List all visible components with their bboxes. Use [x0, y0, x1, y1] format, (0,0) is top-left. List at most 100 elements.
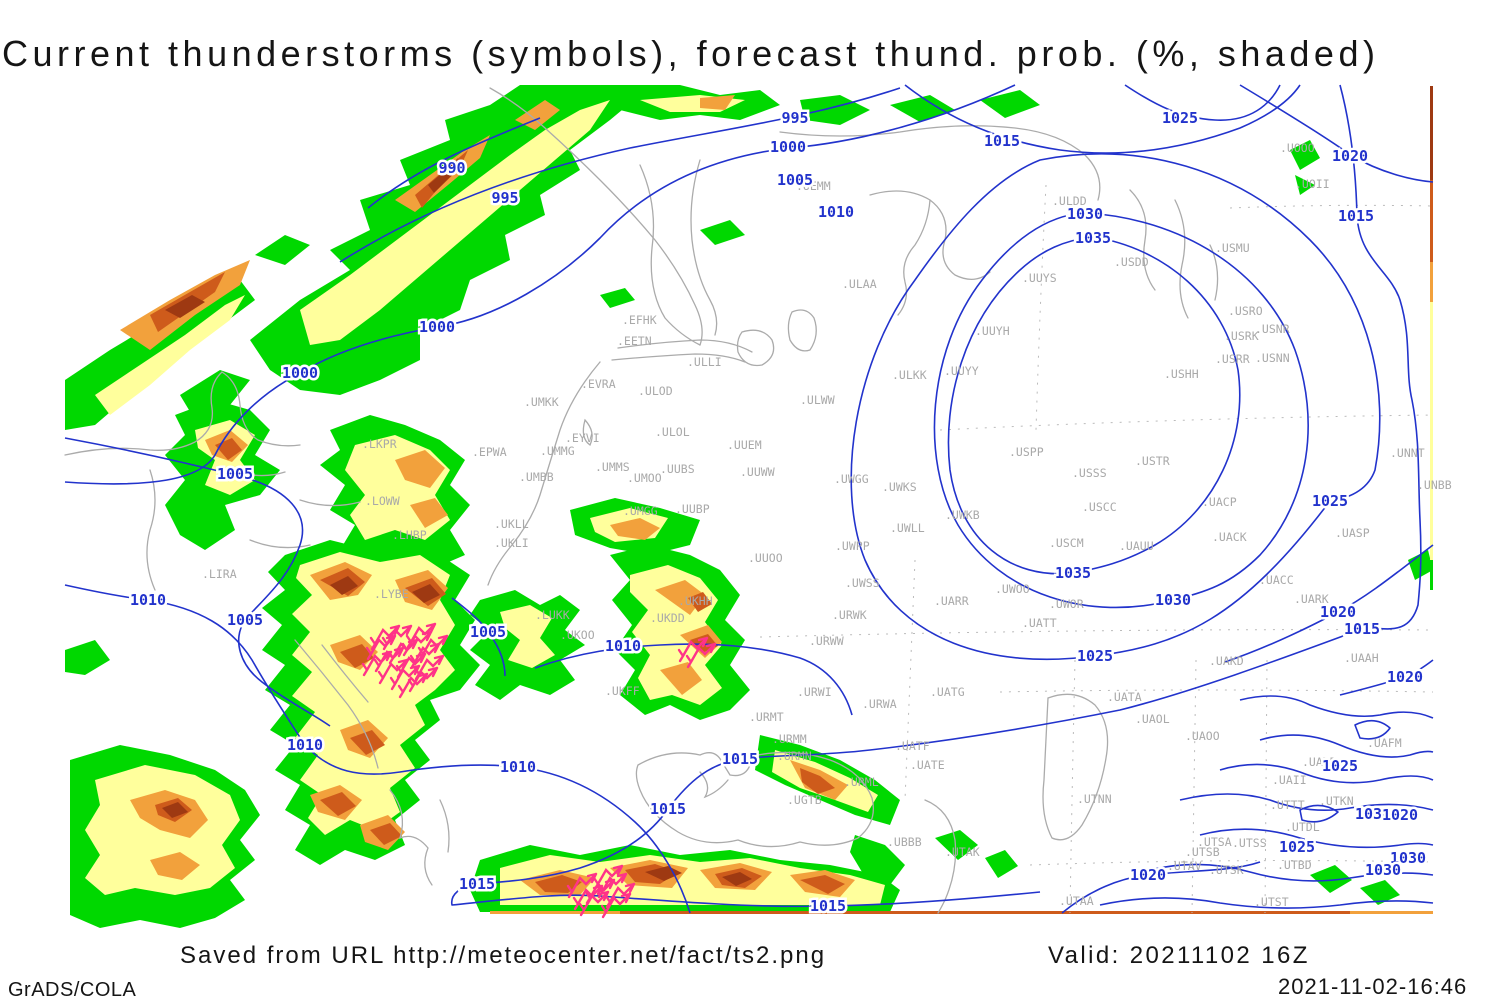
- coastline: [299, 499, 361, 507]
- domain-edge-strips: [490, 86, 1433, 914]
- prob-shading-orange: [655, 580, 705, 615]
- coastline: [617, 339, 753, 353]
- isobar-value-label: 1000: [770, 138, 806, 156]
- prob-shading-green: [800, 95, 870, 125]
- prob-shading-green: [600, 288, 635, 308]
- station-code-UNBB: .UNBB: [1417, 478, 1452, 492]
- station-code-UMOO: .UMOO: [627, 471, 662, 485]
- station-code-URMT: .URMT: [749, 710, 784, 724]
- thunderstorm-symbol: [604, 882, 636, 909]
- thunderstorm-symbol: [407, 666, 439, 693]
- isobar-label-layer: 9909959951000100510101015102510201015103…: [127, 107, 1428, 918]
- station-code-UADD: .UADD: [1302, 755, 1337, 769]
- prob-shading-orange: [515, 100, 560, 130]
- station-code-URWW: .URWW: [809, 634, 844, 648]
- station-code-UTSS: .UTSS: [1232, 836, 1267, 850]
- station-code-EVRA: .EVRA: [581, 377, 616, 391]
- station-code-USPP: .USPP: [1009, 445, 1044, 459]
- isobar-value-label: 995: [781, 109, 808, 127]
- prob-shading-green: [1310, 865, 1352, 893]
- station-code-USNR: .USNR: [1255, 322, 1290, 336]
- isobar-value-label: 1025: [1077, 647, 1113, 665]
- station-code-UUOO: .UUOO: [748, 551, 783, 565]
- prob-shading-darkred: [645, 866, 682, 881]
- coastline: [249, 539, 311, 549]
- prob-shading-green: [935, 830, 978, 860]
- station-code-LOWW: .LOWW: [365, 494, 400, 508]
- thunderstorm-symbol: [596, 872, 628, 899]
- station-code-UTNN: .UTNN: [1077, 792, 1112, 806]
- graticule-line: [999, 689, 1434, 693]
- coastline: [1129, 189, 1156, 291]
- domain-edge-strip: [1430, 302, 1433, 560]
- isobar-line: [850, 153, 1381, 661]
- isobar-value-label: 1020: [1387, 668, 1423, 686]
- station-code-USMU: .USMU: [1215, 241, 1250, 255]
- graticule-line: [1229, 204, 1434, 209]
- station-code-UAUU: .UAUU: [1119, 539, 1154, 553]
- station-code-UUBS: .UUBS: [660, 462, 695, 476]
- isobar-value-label: 1010: [130, 591, 166, 609]
- station-code-URWA: .URWA: [862, 697, 897, 711]
- prob-shading-darkred: [330, 576, 358, 595]
- station-code-UAII: .UAII: [1272, 773, 1307, 787]
- graticule-line: [1069, 659, 1076, 914]
- station-code-UATG: .UATG: [930, 685, 965, 699]
- station-code-UTSK: .UTSK: [1209, 863, 1244, 877]
- coastline: [64, 371, 301, 456]
- prob-shading-red: [800, 875, 845, 894]
- prob-shading-red: [370, 823, 402, 845]
- map-title: Current thunderstorms (symbols), forecas…: [2, 33, 1379, 74]
- isobar-line: [1339, 659, 1434, 696]
- thunderstorm-symbol: [600, 892, 632, 919]
- station-code-LHBP: .LHBP: [392, 528, 427, 542]
- station-code-USCC: .USCC: [1082, 500, 1117, 514]
- isobar-value-label: 1020: [1332, 147, 1368, 165]
- prob-shading-yellow: [95, 295, 245, 415]
- isobar-line: [64, 437, 331, 727]
- thunderstorm-symbol: [365, 634, 397, 661]
- station-code-UKLI: .UKLI: [494, 536, 529, 550]
- station-code-EYVI: .EYVI: [565, 431, 600, 445]
- prob-shading-darkred: [162, 802, 188, 818]
- station-code-URWI: .URWI: [797, 685, 832, 699]
- graticule-line: [1035, 184, 1047, 431]
- prob-shading-darkred: [428, 158, 458, 193]
- coastline-layer: [64, 87, 1219, 914]
- station-code-EETN: .EETN: [617, 334, 652, 348]
- isobar-value-label: 1005: [470, 623, 506, 641]
- station-code-UWKB: .UWKB: [945, 508, 980, 522]
- isobar-value-label: 1035: [1055, 564, 1091, 582]
- isobar-value-label: 1015: [459, 875, 495, 893]
- isobar-line: [451, 597, 506, 677]
- coastline: [736, 329, 775, 367]
- station-code-ULOL: .ULOL: [655, 425, 690, 439]
- prob-shading-darkred: [412, 584, 440, 603]
- station-code-UOOO: .UOOO: [1280, 141, 1315, 155]
- coastline: [321, 644, 369, 703]
- station-code-USRK: .USRK: [1224, 329, 1259, 343]
- station-code-UASP: .UASP: [1335, 526, 1370, 540]
- prob-shading-green: [65, 640, 110, 675]
- station-code-UAOL: .UAOL: [1135, 712, 1170, 726]
- station-code-UAOO: .UAOO: [1185, 729, 1220, 743]
- isobar-line: [1124, 84, 1281, 121]
- station-code-UKLL: .UKLL: [494, 517, 529, 531]
- domain-edge-strip: [1430, 180, 1433, 262]
- coastline: [229, 469, 286, 477]
- station-code-UACC: .UACC: [1259, 573, 1294, 587]
- prob-shading-yellow: [292, 552, 455, 835]
- isobar-value-label: 1000: [419, 318, 455, 336]
- isobar-line: [1099, 897, 1434, 909]
- thunderstorm-symbol-layer: [361, 622, 717, 919]
- station-code-UNNT: .UNNT: [1390, 446, 1425, 460]
- domain-edge-strip: [490, 911, 620, 914]
- isobar-line: [933, 212, 1309, 609]
- prob-shading-red: [320, 792, 356, 816]
- isobar-value-label: 1015: [650, 800, 686, 818]
- station-code-UUYS: .UUYS: [1022, 271, 1057, 285]
- station-code-USDD: .USDD: [1114, 255, 1149, 269]
- isobar-value-label: 1015: [984, 132, 1020, 150]
